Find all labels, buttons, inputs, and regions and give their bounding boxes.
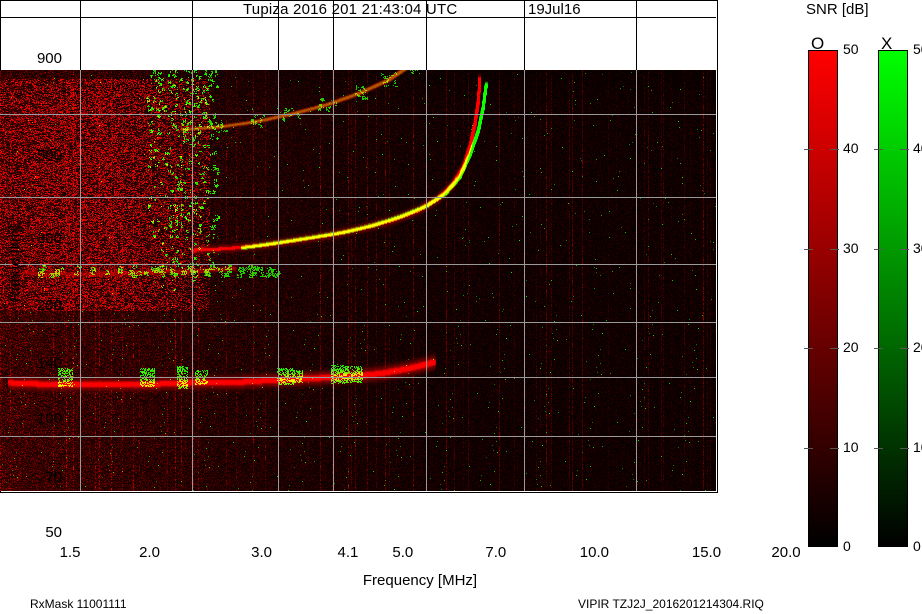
ionogram-plot[interactable] xyxy=(0,0,718,493)
gridline-horizontal xyxy=(0,114,716,115)
ionogram-raster xyxy=(0,70,716,491)
gridline-horizontal xyxy=(0,17,716,18)
colorbar-tick-label: 0 xyxy=(843,538,851,554)
x-tick-label: 1.5 xyxy=(59,544,81,561)
x-tick-label: 10.0 xyxy=(579,544,609,561)
y-tick-label: 500 xyxy=(36,146,62,164)
footer-rxmask: RxMask 11001111 xyxy=(30,597,127,611)
x-axis-ticks: 1.5 2.0 3.0 4.1 5.0 7.0 10.0 15.0 20.0 xyxy=(0,544,922,568)
gridline-vertical-top xyxy=(278,0,279,70)
colorbar-x-gradient xyxy=(878,50,908,547)
colorbar-tick-mark xyxy=(830,448,839,449)
x-tick-label: 15.0 xyxy=(691,544,722,561)
x-tick-label: 20.0 xyxy=(771,544,801,561)
gridline-horizontal xyxy=(0,197,716,198)
colorbar-tick-label: 40 xyxy=(843,140,859,157)
gridline-vertical-top xyxy=(333,0,334,70)
gridline-horizontal xyxy=(0,436,716,437)
x-tick-label: 2.0 xyxy=(139,544,160,561)
colorbar-tick-label: 0 xyxy=(913,538,921,554)
colorbar-tick-label: 30 xyxy=(843,239,859,256)
colorbar-tick-label: 40 xyxy=(913,140,922,157)
gridline-vertical-top xyxy=(426,0,427,70)
colorbar-tick-label: 10 xyxy=(843,438,859,455)
plot-title-date: 19Jul16 xyxy=(528,1,581,18)
colorbar-tick-label: 50 xyxy=(843,41,859,57)
colorbar-tick-label: 20 xyxy=(843,339,859,356)
colorbar-tick-mark xyxy=(804,448,813,449)
colorbar-x-label: X xyxy=(881,34,893,53)
gridline-vertical-top xyxy=(524,0,525,70)
gridline-vertical xyxy=(192,0,193,491)
colorbar-tick-label: 10 xyxy=(913,438,922,455)
y-axis-label: Range [km] xyxy=(6,225,24,302)
gridline-vertical xyxy=(524,0,525,491)
gridline-vertical xyxy=(426,0,427,491)
colorbar-tick-mark xyxy=(900,149,909,150)
x-tick-label: 7.0 xyxy=(485,544,507,561)
gridline-vertical-top xyxy=(80,0,81,70)
colorbar-tick-mark xyxy=(804,149,813,150)
y-tick-label: 70 xyxy=(45,468,62,486)
y-tick-label: 100 xyxy=(36,410,62,428)
gridline-horizontal xyxy=(0,264,716,265)
colorbar-tick-mark xyxy=(830,149,839,150)
colorbar-tick-mark xyxy=(874,348,883,349)
gridline-horizontal xyxy=(0,322,716,323)
colorbar-tick-mark xyxy=(830,348,839,349)
footer-source-file: VIPIR TZJ2J_2016201214304.RIQ xyxy=(578,597,764,611)
colorbar-title: SNR [dB] xyxy=(806,1,869,18)
y-tick-label: 140 xyxy=(36,355,62,373)
gridline-vertical xyxy=(278,0,279,491)
colorbar-tick-mark xyxy=(874,448,883,449)
colorbar-tick-mark xyxy=(900,348,909,349)
colorbar-tick-mark xyxy=(874,149,883,150)
colorbar-tick-mark xyxy=(830,249,839,250)
gridline-vertical xyxy=(636,0,637,491)
colorbar-tick-label: 30 xyxy=(913,239,922,256)
colorbar-tick-mark xyxy=(804,249,813,250)
y-tick-label: 300 xyxy=(36,230,62,248)
x-tick-label: 3.0 xyxy=(251,544,273,561)
y-axis-ticks: 900 500 300 200 140 100 70 50 xyxy=(0,0,62,614)
colorbar-tick-mark xyxy=(900,448,909,449)
colorbar-tick-mark xyxy=(874,249,883,250)
plot-title-station: Tupiza 2016 201 21:43:04 UTC xyxy=(243,1,458,18)
colorbar-tick-label: 20 xyxy=(913,339,922,356)
colorbar-o-gradient xyxy=(808,50,838,547)
y-tick-label: 200 xyxy=(36,296,62,314)
gridline-vertical-top xyxy=(192,0,193,70)
gridline-horizontal xyxy=(0,377,716,378)
x-tick-label: 4.1 xyxy=(337,544,359,561)
y-tick-label: 900 xyxy=(36,50,62,68)
gridline-vertical xyxy=(333,0,334,491)
gridline-vertical-top xyxy=(636,0,637,70)
y-tick-label: 50 xyxy=(45,524,62,541)
x-axis-label: Frequency [MHz] xyxy=(362,572,478,589)
x-tick-label: 5.0 xyxy=(392,544,414,561)
colorbar-tick-mark xyxy=(804,348,813,349)
colorbar-tick-mark xyxy=(900,249,909,250)
colorbar-tick-label: 50 xyxy=(913,41,922,57)
colorbar-o-label: O xyxy=(811,34,825,53)
plot-clip xyxy=(0,0,716,491)
gridline-vertical xyxy=(80,0,81,491)
